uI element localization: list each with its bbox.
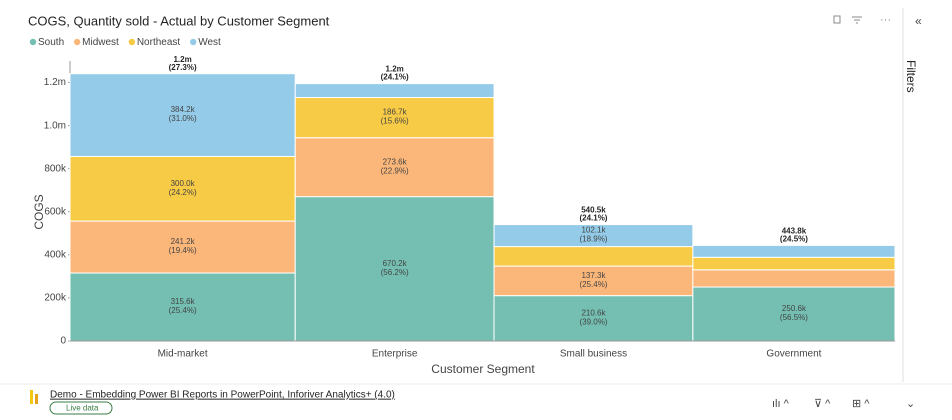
toolbar-icon[interactable]: ⌄ — [906, 398, 915, 410]
data-label-percent: (18.9%) — [579, 235, 607, 244]
share-label: (24.5%) — [780, 235, 808, 244]
total-label: 540.5k — [581, 206, 606, 215]
segment — [493, 246, 694, 267]
data-label-percent: (56.2%) — [381, 268, 409, 277]
pbi-logo — [35, 394, 38, 404]
x-tick-label: Enterprise — [372, 349, 418, 360]
data-label: 250.6k — [782, 304, 807, 313]
segment — [692, 286, 896, 342]
y-tick-label: 1.0m — [44, 120, 66, 131]
legend-label: South — [38, 37, 64, 48]
data-label: 102.1k — [581, 226, 606, 235]
collapse-icon[interactable]: « — [915, 14, 922, 28]
data-label-percent: (19.4%) — [169, 246, 197, 255]
more-icon[interactable]: ··· — [880, 14, 891, 26]
segment — [69, 73, 296, 157]
total-label: 443.8k — [782, 227, 807, 236]
x-tick-label: Government — [766, 349, 821, 360]
share-label: (24.1%) — [381, 73, 409, 82]
data-label: 137.3k — [581, 271, 606, 280]
segment — [294, 196, 495, 342]
legend-label: Northeast — [137, 37, 181, 48]
legend-marker — [73, 38, 81, 46]
data-label: 273.6k — [383, 157, 408, 166]
y-tick-label: 600k — [44, 206, 67, 217]
data-label: 300.0k — [171, 179, 196, 188]
share-label: (27.3%) — [169, 63, 197, 72]
y-tick-label: 0 — [60, 336, 66, 347]
segment — [294, 137, 495, 198]
y-axis-title: COGS — [32, 194, 46, 229]
y-tick-label: 800k — [44, 163, 67, 174]
toolbar-icon[interactable]: ⊽ ^ — [814, 398, 831, 410]
segment — [692, 256, 896, 271]
legend-marker — [29, 38, 37, 46]
legend-label: West — [198, 37, 221, 48]
visual-header-icons: ··· — [833, 14, 891, 26]
data-label: 186.7k — [383, 108, 408, 117]
data-label-percent: (15.6%) — [381, 117, 409, 126]
total-label: 1.2m — [173, 55, 191, 64]
data-label-percent: (31.0%) — [169, 114, 197, 123]
data-label: 670.2k — [383, 259, 408, 268]
legend-label: Midwest — [82, 37, 119, 48]
data-label: 241.2k — [171, 237, 196, 246]
toolbar-icon[interactable]: ılı ^ — [772, 398, 790, 410]
x-axis-title: Customer Segment — [431, 362, 535, 376]
data-label-percent: (39.0%) — [579, 317, 607, 326]
y-tick-label: 400k — [44, 249, 67, 260]
data-label-percent: (24.2%) — [169, 188, 197, 197]
data-label: 315.6k — [171, 297, 196, 306]
y-tick-label: 200k — [44, 293, 67, 304]
y-tick-label: 1.2m — [44, 77, 66, 88]
filters-pane-label[interactable]: Filters — [904, 60, 918, 93]
pbi-logo — [30, 390, 33, 404]
data-label-percent: (25.4%) — [579, 280, 607, 289]
segment — [294, 97, 495, 139]
segment — [692, 269, 896, 288]
segment — [493, 224, 694, 248]
footer: Demo - Embedding Power BI Reports in Pow… — [30, 390, 915, 415]
x-tick-label: Small business — [560, 349, 627, 360]
data-label: 210.6k — [581, 308, 606, 317]
data-label-percent: (22.9%) — [381, 166, 409, 175]
plot: 0200k400k600k800k1.0m1.2m315.6k(25.4%)24… — [44, 55, 896, 360]
share-label: (24.1%) — [579, 214, 607, 223]
total-label: 1.2m — [386, 65, 404, 74]
data-label-percent: (56.5%) — [780, 313, 808, 322]
chart-title: COGS, Quantity sold - Actual by Customer… — [28, 13, 330, 28]
live-data-label: Live data — [66, 404, 99, 413]
legend-marker — [189, 38, 197, 46]
legend: South Midwest Northeast West — [29, 37, 221, 48]
segment — [493, 295, 694, 342]
focus-icon[interactable] — [833, 15, 841, 24]
segment — [294, 83, 495, 99]
x-tick-label: Mid-market — [158, 349, 208, 360]
segment — [493, 265, 694, 297]
segment — [692, 244, 896, 258]
live-data-badge[interactable] — [49, 401, 113, 415]
data-label-percent: (25.4%) — [169, 306, 197, 315]
report-link[interactable]: Demo - Embedding Power BI Reports in Pow… — [50, 390, 395, 401]
data-label: 384.2k — [171, 105, 196, 114]
legend-marker — [128, 38, 136, 46]
toolbar-icon[interactable]: ⊞ ^ — [852, 398, 870, 410]
